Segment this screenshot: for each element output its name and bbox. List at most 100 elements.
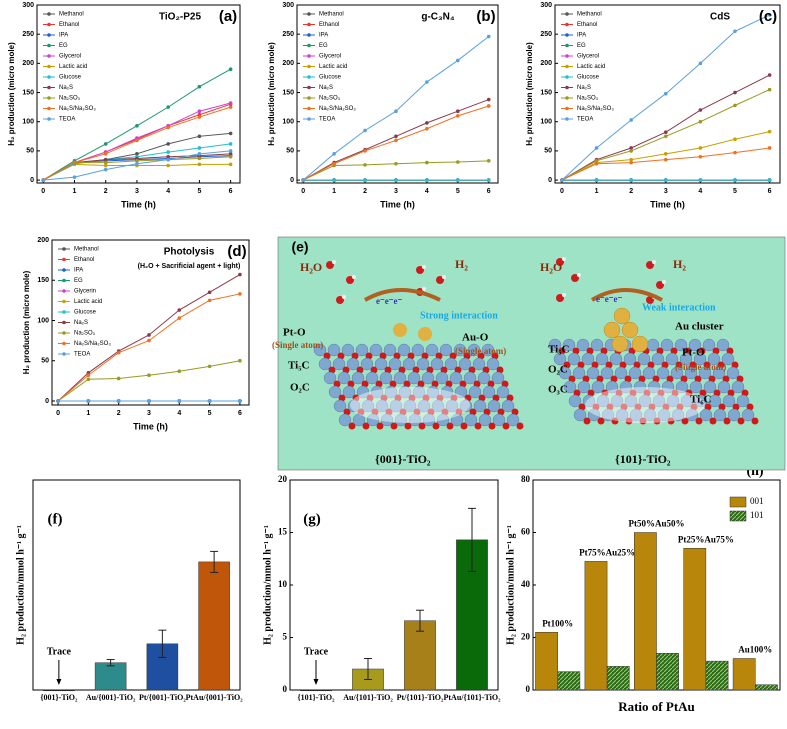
au-atom <box>621 321 639 339</box>
ti-atom <box>707 352 721 366</box>
data-point <box>228 131 233 136</box>
o-atom <box>413 408 421 416</box>
legend-label: Glycerol <box>319 54 341 60</box>
data-point <box>663 91 668 96</box>
o-atom <box>338 394 346 402</box>
data-point <box>72 160 77 165</box>
y-tick-label: 50 <box>26 148 34 155</box>
o-atom <box>482 366 490 374</box>
y-axis-label: H₂ production (micro mole) <box>267 42 276 146</box>
legend-marker <box>307 12 311 16</box>
y-tick-label: 150 <box>282 89 294 96</box>
molecule-h <box>422 287 426 291</box>
ti-atom <box>397 343 411 357</box>
o-atom <box>435 352 443 360</box>
data-point <box>166 157 170 162</box>
diagram-label: H₂O <box>300 260 322 274</box>
plot-frame <box>36 4 241 184</box>
y-tick-label: 300 <box>282 2 294 9</box>
o-atom <box>376 422 384 430</box>
data-point <box>767 146 772 150</box>
ti-atom <box>643 408 657 422</box>
chart-title: Photolysis <box>164 247 215 258</box>
data-point <box>238 399 242 403</box>
legend-label: Methanol <box>74 247 99 253</box>
x-tick-label: 4 <box>166 188 170 195</box>
molecule-h <box>342 295 346 299</box>
bar <box>535 632 558 691</box>
legend-label: IPA <box>74 268 83 274</box>
o-atom <box>727 389 735 397</box>
bar <box>705 660 729 691</box>
x-tick-label: 2 <box>104 188 108 195</box>
o-atom <box>582 375 590 383</box>
ti-atom <box>689 380 703 394</box>
ti-atom <box>727 408 741 422</box>
data-point <box>103 142 108 146</box>
data-point <box>767 87 772 92</box>
legend-label: Na₂SO₃ <box>319 96 341 102</box>
y-axis-label: H₂ production/mmol h⁻¹ g⁻¹ <box>505 525 516 645</box>
legend-marker <box>565 96 569 100</box>
o-atom <box>666 375 674 383</box>
ti-atom <box>665 352 679 366</box>
o-atom <box>680 375 688 383</box>
legend-marker <box>47 106 51 111</box>
ti-atom <box>703 380 717 394</box>
data-point <box>767 73 772 77</box>
x-tick-label: 5 <box>208 410 212 417</box>
x-tick-label: 1 <box>595 188 599 195</box>
o-atom <box>455 408 463 416</box>
y-tick-label: 50 <box>544 148 552 155</box>
ti-atom <box>323 371 337 385</box>
y-tick-label: 200 <box>37 237 49 244</box>
ti-atom <box>567 352 581 366</box>
data-point <box>103 157 108 162</box>
o-atom <box>718 403 726 411</box>
y-tick-label: 150 <box>37 277 49 284</box>
legend-label: Na₂S <box>74 320 88 326</box>
ti-atom <box>394 413 408 427</box>
diagram-label: Au-O <box>462 332 489 344</box>
o-atom <box>412 366 420 374</box>
o-atom <box>643 389 651 397</box>
molecule-h <box>442 275 446 279</box>
legend-marker <box>62 257 66 262</box>
molecule-h <box>577 273 581 277</box>
panel-label: (g) <box>303 511 321 527</box>
o-atom <box>577 361 585 369</box>
data-point <box>228 152 233 156</box>
y-tick-label: 300 <box>22 2 34 9</box>
ti-atom <box>439 343 453 357</box>
legend-marker <box>307 96 311 100</box>
ti-atom <box>548 338 562 352</box>
data-point <box>456 114 460 118</box>
legend-marker <box>62 299 66 304</box>
ti-atom <box>342 385 356 399</box>
ti-atom <box>680 394 694 408</box>
legend-marker <box>565 33 569 37</box>
bar <box>683 548 707 691</box>
diagram-label: (Single atom) <box>272 340 323 350</box>
o-atom <box>605 361 613 369</box>
legend-label: IPA <box>577 33 586 39</box>
y-tick-label: 80 <box>521 474 531 484</box>
o-atom <box>418 422 426 430</box>
o-atom <box>436 394 444 402</box>
x-tick-label: 6 <box>487 188 491 195</box>
data-point <box>629 146 633 150</box>
ti-atom <box>356 385 370 399</box>
o-atom <box>563 361 571 369</box>
data-point <box>103 167 108 172</box>
data-point <box>456 58 460 63</box>
ti-atom <box>333 399 347 413</box>
o-atom <box>639 417 647 425</box>
legend-label: Na₂SO₃ <box>577 96 599 102</box>
legend-marker <box>47 54 51 58</box>
legend-marker <box>307 54 311 58</box>
ti-atom <box>586 366 600 380</box>
ti-atom <box>393 371 407 385</box>
data-point <box>629 178 633 182</box>
o-atom <box>421 352 429 360</box>
ti-atom <box>628 366 642 380</box>
